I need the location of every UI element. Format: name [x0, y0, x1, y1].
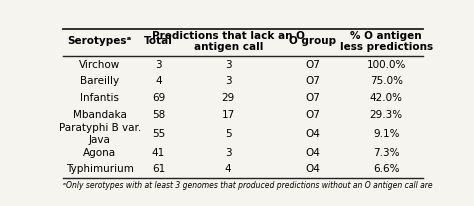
Text: Total: Total — [144, 36, 173, 46]
Text: 7.3%: 7.3% — [373, 148, 400, 158]
Text: Paratyphi B var.
Java: Paratyphi B var. Java — [58, 123, 141, 145]
Text: 4: 4 — [225, 164, 231, 174]
Text: 100.0%: 100.0% — [366, 60, 406, 70]
Text: O7: O7 — [305, 110, 320, 120]
Text: O7: O7 — [305, 93, 320, 103]
Text: 4: 4 — [155, 76, 162, 87]
Text: O4: O4 — [305, 164, 320, 174]
Text: Virchow: Virchow — [79, 60, 120, 70]
Text: 3: 3 — [225, 76, 231, 87]
Text: Serotypesᵃ: Serotypesᵃ — [67, 36, 132, 46]
Text: O7: O7 — [305, 76, 320, 87]
Text: Mbandaka: Mbandaka — [73, 110, 127, 120]
Text: ᵃOnly serotypes with at least 3 genomes that produced predictions without an O a: ᵃOnly serotypes with at least 3 genomes … — [63, 181, 433, 190]
Text: Infantis: Infantis — [80, 93, 119, 103]
Text: % O antigen
less predictions: % O antigen less predictions — [340, 30, 433, 52]
Text: Predictions that lack an O
antigen call: Predictions that lack an O antigen call — [152, 30, 305, 52]
Text: 69: 69 — [152, 93, 165, 103]
Text: 3: 3 — [225, 148, 231, 158]
Text: Agona: Agona — [83, 148, 116, 158]
Text: 3: 3 — [155, 60, 162, 70]
Text: 6.6%: 6.6% — [373, 164, 400, 174]
Text: 61: 61 — [152, 164, 165, 174]
Text: 5: 5 — [225, 129, 231, 139]
Text: 29.3%: 29.3% — [370, 110, 403, 120]
Text: 29: 29 — [222, 93, 235, 103]
Text: 55: 55 — [152, 129, 165, 139]
Text: 58: 58 — [152, 110, 165, 120]
Text: 75.0%: 75.0% — [370, 76, 403, 87]
Text: Bareilly: Bareilly — [80, 76, 119, 87]
Text: 41: 41 — [152, 148, 165, 158]
Text: O4: O4 — [305, 129, 320, 139]
Text: O4: O4 — [305, 148, 320, 158]
Text: 42.0%: 42.0% — [370, 93, 403, 103]
Text: 3: 3 — [225, 60, 231, 70]
Text: 17: 17 — [222, 110, 235, 120]
Text: Typhimurium: Typhimurium — [66, 164, 134, 174]
Text: O group: O group — [289, 36, 336, 46]
Text: O7: O7 — [305, 60, 320, 70]
Text: 9.1%: 9.1% — [373, 129, 400, 139]
